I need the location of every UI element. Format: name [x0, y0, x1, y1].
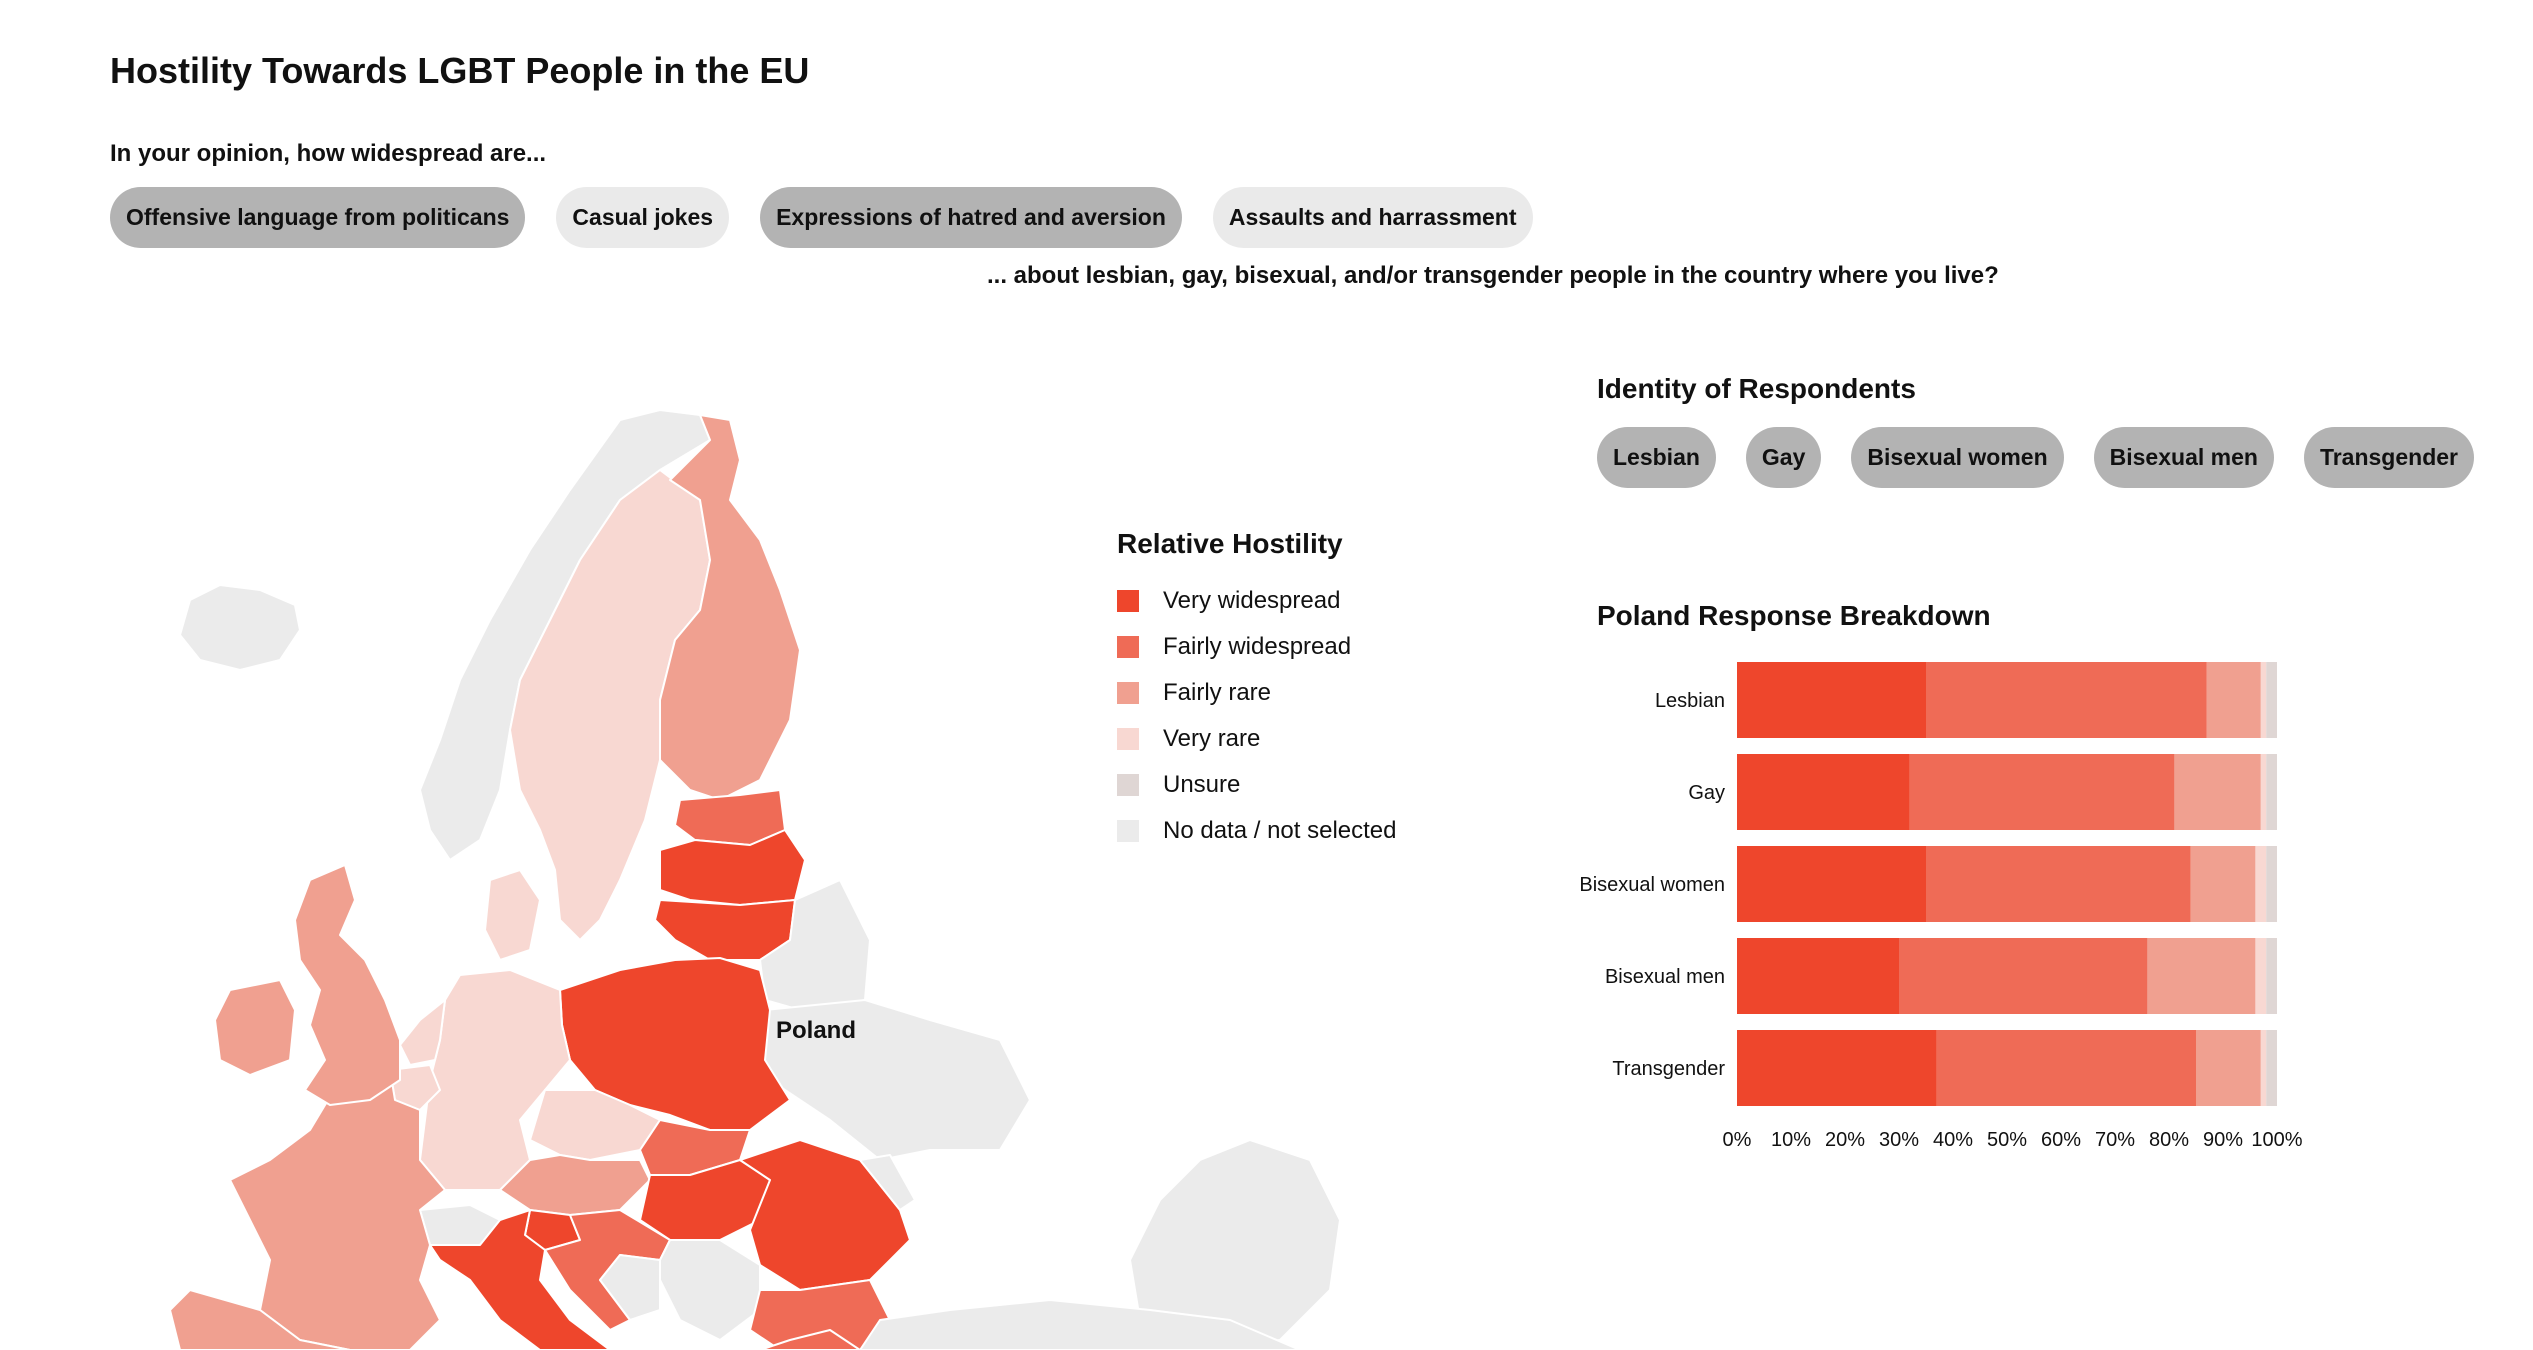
option-assaults-button[interactable]: Assaults and harrassment	[1212, 187, 1533, 248]
x-tick-label: 50%	[1987, 1129, 2027, 1151]
legend-label: Very widespread	[1163, 587, 1341, 614]
legend: Relative Hostility Very widespread Fairl…	[1117, 528, 1396, 854]
identity-title: Identity of Respondents	[1597, 373, 1916, 404]
bar-segment[interactable]	[2206, 662, 2261, 738]
map-country-moldova[interactable]	[859, 1154, 916, 1211]
map-country-iceland[interactable]	[179, 584, 301, 671]
legend-swatch-no-data	[1117, 820, 1139, 842]
question-options: Offensive language from politicans Casua…	[110, 187, 1533, 248]
x-tick-label: 100%	[2251, 1129, 2302, 1151]
bar-segment[interactable]	[2260, 1030, 2267, 1106]
question-prefix: In your opinion, how widespread are...	[110, 140, 547, 167]
bar-segment[interactable]	[2266, 846, 2277, 922]
legend-label: Unsure	[1163, 771, 1241, 798]
bar-segment[interactable]	[2255, 846, 2267, 922]
identity-section: Identity of Respondents Lesbian Gay Bise…	[1597, 373, 2474, 488]
legend-label: Fairly widespread	[1163, 633, 1352, 660]
bar-segment[interactable]	[2260, 754, 2267, 830]
map-country-latvia[interactable]	[659, 829, 806, 906]
bar-category-label: Bisexual women	[1579, 874, 1725, 896]
map-country-norway[interactable]	[419, 409, 711, 861]
bar-segment[interactable]	[1926, 846, 2191, 922]
bar-segment[interactable]	[1737, 754, 1910, 830]
bar-segment[interactable]	[1737, 662, 1926, 738]
bar-segment[interactable]	[2174, 754, 2261, 830]
x-tick-label: 0%	[1723, 1129, 1752, 1151]
legend-swatch-fairly-widespread	[1117, 636, 1139, 658]
bar-segment[interactable]	[2266, 662, 2277, 738]
legend-label: Fairly rare	[1163, 679, 1272, 706]
legend-swatch-very-rare	[1117, 728, 1139, 750]
bar-segment[interactable]	[2255, 938, 2267, 1014]
bar-segment[interactable]	[1936, 1030, 2196, 1106]
map-country-greece[interactable]	[759, 1329, 861, 1350]
map-country-italy[interactable]	[429, 1209, 611, 1350]
x-tick-label: 10%	[1771, 1129, 1811, 1151]
identity-options: Lesbian Gay Bisexual women Bisexual men …	[1597, 427, 2474, 488]
bar-segment[interactable]	[1926, 662, 2207, 738]
legend-item: Fairly widespread	[1117, 624, 1396, 670]
map-country-spain[interactable]	[169, 1289, 351, 1350]
legend-item: Very widespread	[1117, 578, 1396, 624]
bar-category-label: Bisexual men	[1605, 966, 1725, 988]
page-title: Hostility Towards LGBT People in the EU	[110, 50, 810, 91]
identity-transgender-button[interactable]: Transgender	[2303, 427, 2474, 488]
map-country-denmark[interactable]	[484, 869, 541, 961]
legend-item: Fairly rare	[1117, 670, 1396, 716]
europe-map: Poland	[100, 360, 1430, 1350]
breakdown-title: Poland Response Breakdown	[1597, 600, 1991, 631]
bar-segment[interactable]	[1899, 938, 2148, 1014]
x-tick-label: 30%	[1879, 1129, 1919, 1151]
bar-segment[interactable]	[2266, 1030, 2277, 1106]
bar-segment[interactable]	[2196, 1030, 2261, 1106]
question-suffix: ... about lesbian, gay, bisexual, and/or…	[987, 262, 1999, 289]
map-country-turkey[interactable]	[859, 1299, 1301, 1350]
map-country-bosnia[interactable]	[599, 1254, 661, 1321]
identity-lesbian-button[interactable]: Lesbian	[1597, 427, 1716, 488]
map-country-poland[interactable]	[559, 957, 791, 1131]
bar-segment[interactable]	[2190, 846, 2256, 922]
option-expressions-of-hatred-button[interactable]: Expressions of hatred and aversion	[760, 187, 1182, 248]
map-country-serbia[interactable]	[659, 1239, 761, 1341]
bar-segment[interactable]	[2266, 938, 2277, 1014]
x-tick-label: 60%	[2041, 1129, 2081, 1151]
identity-bisexual-men-button[interactable]: Bisexual men	[2093, 427, 2274, 488]
bar-category-label: Gay	[1688, 782, 1725, 804]
bar-segment[interactable]	[2266, 754, 2277, 830]
map-country-russia[interactable]	[1129, 1139, 1341, 1350]
bar-category-label: Lesbian	[1655, 690, 1725, 712]
map-country-uk[interactable]	[294, 864, 401, 1106]
identity-bisexual-women-button[interactable]: Bisexual women	[1851, 427, 2064, 488]
legend-item: Very rare	[1117, 716, 1396, 762]
x-tick-label: 90%	[2203, 1129, 2243, 1151]
x-tick-label: 80%	[2149, 1129, 2189, 1151]
selected-country-label: Poland	[776, 1017, 856, 1044]
bar-category-label: Transgender	[1612, 1058, 1725, 1080]
legend-swatch-very-widespread	[1117, 590, 1139, 612]
option-casual-jokes-button[interactable]: Casual jokes	[556, 187, 730, 248]
breakdown-chart: Lesbian Gay Bisexual women Bisexual men Tran…	[1560, 650, 2340, 1170]
legend-label: No data / not selected	[1163, 817, 1397, 844]
x-tick-label: 70%	[2095, 1129, 2135, 1151]
x-tick-label: 20%	[1825, 1129, 1865, 1151]
legend-swatch-unsure	[1117, 774, 1139, 796]
map-country-france[interactable]	[229, 1069, 446, 1350]
legend-label: Very rare	[1163, 725, 1261, 752]
x-tick-label: 40%	[1933, 1129, 1973, 1151]
bar-segment[interactable]	[2147, 938, 2256, 1014]
map-country-ireland[interactable]	[214, 979, 296, 1076]
bar-segment[interactable]	[2260, 662, 2267, 738]
bar-segment[interactable]	[1737, 846, 1926, 922]
map-country-finland[interactable]	[659, 414, 801, 801]
option-offensive-language-button[interactable]: Offensive language from politicans	[110, 187, 526, 248]
bar-segment[interactable]	[1737, 938, 1899, 1014]
legend-item: No data / not selected	[1117, 808, 1396, 854]
legend-title: Relative Hostility	[1117, 528, 1343, 559]
legend-item: Unsure	[1117, 762, 1396, 808]
identity-gay-button[interactable]: Gay	[1745, 427, 1822, 488]
bar-segment[interactable]	[1737, 1030, 1937, 1106]
bar-segment[interactable]	[1909, 754, 2175, 830]
legend-swatch-fairly-rare	[1117, 682, 1139, 704]
